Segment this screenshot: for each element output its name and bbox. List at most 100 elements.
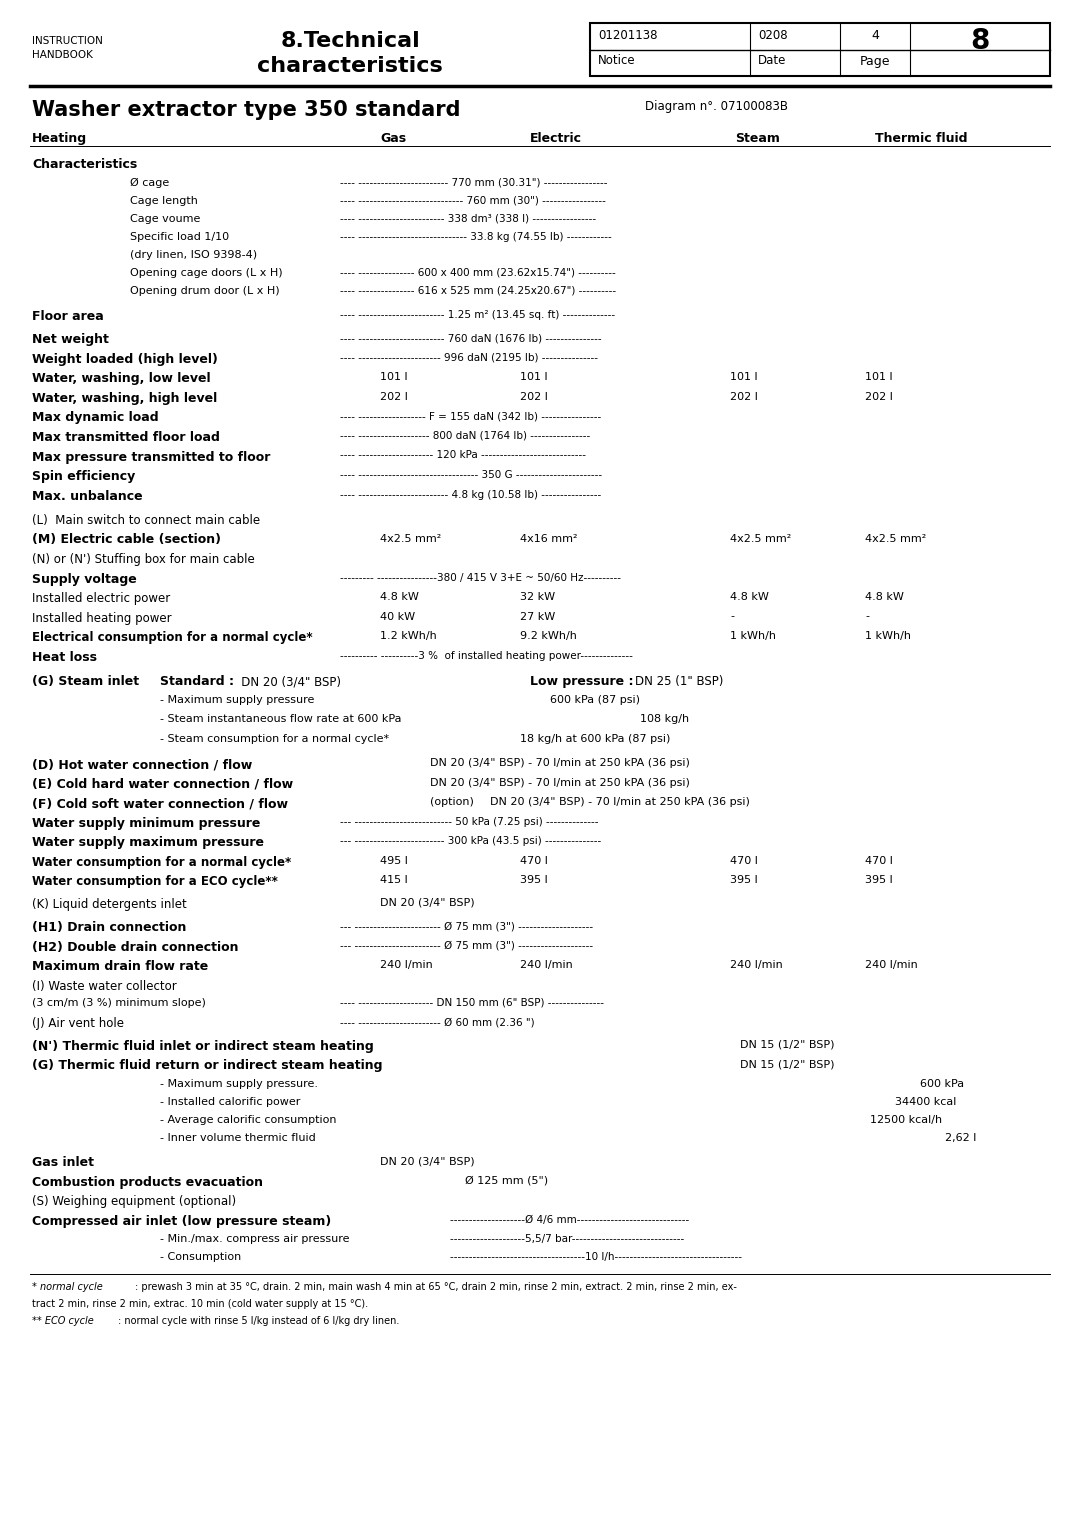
Text: (N) or (N') Stuffing box for main cable: (N) or (N') Stuffing box for main cable [32, 553, 255, 565]
Text: (K) Liquid detergents inlet: (K) Liquid detergents inlet [32, 897, 187, 911]
Text: ---- ------------------------ 770 mm (30.31") -----------------: ---- ------------------------ 770 mm (30… [340, 177, 607, 188]
Text: 395 l: 395 l [865, 876, 893, 885]
Text: 2,62 l: 2,62 l [945, 1132, 976, 1143]
Text: --- -------------------------- 50 kPa (7.25 psi) --------------: --- -------------------------- 50 kPa (7… [340, 816, 598, 827]
Text: Floor area: Floor area [32, 310, 104, 322]
Text: 12500 kcal/h: 12500 kcal/h [870, 1114, 942, 1125]
Text: : normal cycle with rinse 5 l/kg instead of 6 l/kg dry linen.: : normal cycle with rinse 5 l/kg instead… [118, 1316, 400, 1325]
Text: 8.Technical: 8.Technical [280, 31, 420, 50]
Text: - Installed calorific power: - Installed calorific power [160, 1097, 300, 1106]
Text: 32 kW: 32 kW [519, 591, 555, 602]
Text: 101 l: 101 l [865, 373, 893, 382]
Text: DN 20 (3/4" BSP) - 70 l/min at 250 kPA (36 psi): DN 20 (3/4" BSP) - 70 l/min at 250 kPA (… [430, 758, 690, 769]
Text: 4x2.5 mm²: 4x2.5 mm² [865, 533, 927, 544]
Text: Water consumption for a ECO cycle**: Water consumption for a ECO cycle** [32, 876, 278, 888]
Text: - Maximum supply pressure.: - Maximum supply pressure. [160, 1079, 318, 1088]
Text: 27 kW: 27 kW [519, 611, 555, 622]
Text: Max transmitted floor load: Max transmitted floor load [32, 431, 220, 445]
Text: DN 20 (3/4" BSP): DN 20 (3/4" BSP) [380, 897, 474, 908]
Text: Installed heating power: Installed heating power [32, 611, 172, 625]
Text: DN 20 (3/4" BSP) - 70 l/min at 250 kPA (36 psi): DN 20 (3/4" BSP) - 70 l/min at 250 kPA (… [430, 778, 690, 787]
Text: 395 l: 395 l [519, 876, 548, 885]
Text: 1.2 kWh/h: 1.2 kWh/h [380, 631, 436, 642]
Text: --------- ----------------380 / 415 V 3+E ~ 50/60 Hz----------: --------- ----------------380 / 415 V 3+… [340, 573, 621, 582]
Text: Water consumption for a normal cycle*: Water consumption for a normal cycle* [32, 856, 292, 868]
Text: ---- ---------------------- 996 daN (2195 lb) ---------------: ---- ---------------------- 996 daN (219… [340, 353, 598, 364]
Text: ---- ------------------ F = 155 daN (342 lb) ----------------: ---- ------------------ F = 155 daN (342… [340, 411, 602, 422]
Text: (F) Cold soft water connection / flow: (F) Cold soft water connection / flow [32, 798, 288, 810]
Bar [590, 23, 1050, 76]
Text: 240 l/min: 240 l/min [730, 960, 783, 970]
Text: Gas inlet: Gas inlet [32, 1157, 94, 1169]
Text: --- ------------------------ 300 kPa (43.5 psi) ---------------: --- ------------------------ 300 kPa (43… [340, 836, 602, 847]
Text: ---- ---------------------- Ø 60 mm (2.36 "): ---- ---------------------- Ø 60 mm (2.3… [340, 1018, 535, 1027]
Text: ---- ---------------------------- 760 mm (30") -----------------: ---- ---------------------------- 760 mm… [340, 196, 606, 205]
Text: - Steam consumption for a normal cycle*: - Steam consumption for a normal cycle* [160, 733, 389, 744]
Text: : prewash 3 min at 35 °C, drain. 2 min, main wash 4 min at 65 °C, drain 2 min, r: : prewash 3 min at 35 °C, drain. 2 min, … [135, 1282, 737, 1291]
Text: -: - [730, 611, 734, 622]
Text: ---- --------------- 600 x 400 mm (23.62x15.74") ----------: ---- --------------- 600 x 400 mm (23.62… [340, 267, 616, 278]
Text: characteristics: characteristics [257, 57, 443, 76]
Text: (I) Waste water collector: (I) Waste water collector [32, 979, 177, 993]
Text: (J) Air vent hole: (J) Air vent hole [32, 1018, 124, 1030]
Text: HANDBOOK: HANDBOOK [32, 50, 93, 60]
Text: - Min./max. compress air pressure: - Min./max. compress air pressure [160, 1235, 350, 1244]
Text: 108 kg/h: 108 kg/h [640, 714, 689, 724]
Text: 240 l/min: 240 l/min [865, 960, 918, 970]
Text: ---- --------------- 616 x 525 mm (24.25x20.67") ----------: ---- --------------- 616 x 525 mm (24.25… [340, 286, 616, 295]
Text: Steam: Steam [735, 131, 780, 145]
Text: Diagram n°. 07100083B: Diagram n°. 07100083B [645, 99, 788, 113]
Text: DN 20 (3/4" BSP): DN 20 (3/4" BSP) [230, 675, 341, 688]
Text: (S) Weighing equipment (optional): (S) Weighing equipment (optional) [32, 1195, 237, 1209]
Text: 495 l: 495 l [380, 856, 408, 865]
Text: 1 kWh/h: 1 kWh/h [730, 631, 777, 642]
Text: Gas: Gas [380, 131, 406, 145]
Text: Max pressure transmitted to floor: Max pressure transmitted to floor [32, 451, 270, 463]
Text: ------------------------------------10 l/h----------------------------------: ------------------------------------10 l… [450, 1251, 742, 1262]
Text: 202 l: 202 l [519, 393, 548, 402]
Text: 4.8 kW: 4.8 kW [730, 591, 769, 602]
Text: 600 kPa (87 psi): 600 kPa (87 psi) [550, 695, 640, 704]
Text: ---- ----------------------------- 33.8 kg (74.55 lb) ------------: ---- ----------------------------- 33.8 … [340, 232, 611, 241]
Text: Thermic fluid: Thermic fluid [875, 131, 968, 145]
Text: 01201138: 01201138 [598, 29, 658, 41]
Text: Ø 125 mm (5"): Ø 125 mm (5") [465, 1175, 549, 1186]
Text: - Consumption: - Consumption [160, 1251, 241, 1262]
Text: Weight loaded (high level): Weight loaded (high level) [32, 353, 218, 367]
Text: 202 l: 202 l [865, 393, 893, 402]
Text: 18 kg/h at 600 kPa (87 psi): 18 kg/h at 600 kPa (87 psi) [519, 733, 671, 744]
Text: (M) Electric cable (section): (M) Electric cable (section) [32, 533, 221, 547]
Text: Water, washing, low level: Water, washing, low level [32, 373, 211, 385]
Text: -: - [865, 611, 869, 622]
Text: 8: 8 [970, 28, 989, 55]
Text: --- ----------------------- Ø 75 mm (3") --------------------: --- ----------------------- Ø 75 mm (3")… [340, 921, 593, 931]
Text: (L)  Main switch to connect main cable: (L) Main switch to connect main cable [32, 513, 260, 527]
Text: (E) Cold hard water connection / flow: (E) Cold hard water connection / flow [32, 778, 293, 790]
Text: Opening cage doors (L x H): Opening cage doors (L x H) [130, 267, 283, 278]
Text: 470 l: 470 l [519, 856, 548, 865]
Text: Combustion products evacuation: Combustion products evacuation [32, 1175, 264, 1189]
Text: Water supply minimum pressure: Water supply minimum pressure [32, 816, 260, 830]
Text: 4.8 kW: 4.8 kW [865, 591, 904, 602]
Text: 34400 kcal: 34400 kcal [895, 1097, 957, 1106]
Text: 395 l: 395 l [730, 876, 758, 885]
Text: DN 20 (3/4" BSP): DN 20 (3/4" BSP) [380, 1157, 474, 1166]
Text: Page: Page [860, 55, 890, 67]
Text: ---- -------------------- DN 150 mm (6" BSP) ---------------: ---- -------------------- DN 150 mm (6" … [340, 998, 604, 1007]
Text: 101 l: 101 l [730, 373, 758, 382]
Text: ---------- ----------3 %  of installed heating power--------------: ---------- ----------3 % of installed he… [340, 651, 633, 660]
Text: - Average calorific consumption: - Average calorific consumption [160, 1114, 337, 1125]
Text: 240 l/min: 240 l/min [519, 960, 572, 970]
Text: Low pressure :: Low pressure : [530, 675, 634, 688]
Text: Characteristics: Characteristics [32, 157, 137, 171]
Text: - Inner volume thermic fluid: - Inner volume thermic fluid [160, 1132, 315, 1143]
Text: --- ----------------------- Ø 75 mm (3") --------------------: --- ----------------------- Ø 75 mm (3")… [340, 941, 593, 950]
Text: 202 l: 202 l [730, 393, 758, 402]
Text: (G) Steam inlet: (G) Steam inlet [32, 675, 139, 688]
Text: DN 20 (3/4" BSP) - 70 l/min at 250 kPA (36 psi): DN 20 (3/4" BSP) - 70 l/min at 250 kPA (… [490, 798, 750, 807]
Text: 0208: 0208 [758, 29, 787, 41]
Text: 202 l: 202 l [380, 393, 408, 402]
Text: DN 25 (1" BSP): DN 25 (1" BSP) [635, 675, 724, 688]
Text: 4x2.5 mm²: 4x2.5 mm² [730, 533, 792, 544]
Text: Electric: Electric [530, 131, 582, 145]
